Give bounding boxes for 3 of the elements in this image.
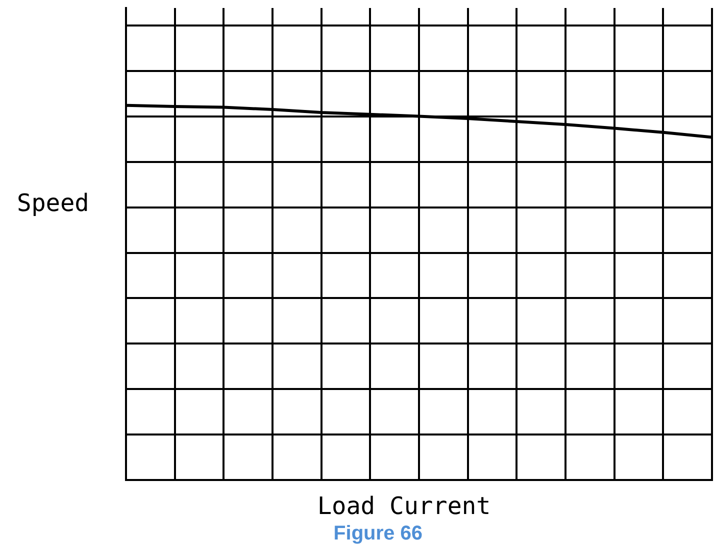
text: Figure 66 [334, 522, 422, 545]
x-axis-title: Load Current [317, 492, 491, 520]
y-axis-title: Speed [16, 189, 90, 218]
